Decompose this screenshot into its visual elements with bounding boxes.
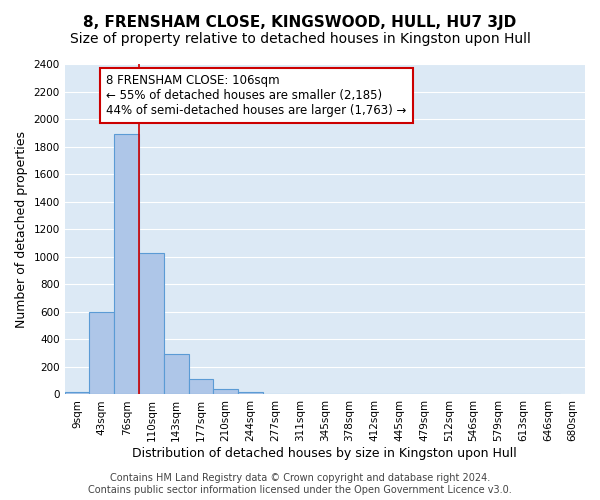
Bar xyxy=(238,392,263,394)
Text: Size of property relative to detached houses in Kingston upon Hull: Size of property relative to detached ho… xyxy=(70,32,530,46)
Text: Contains HM Land Registry data © Crown copyright and database right 2024.
Contai: Contains HM Land Registry data © Crown c… xyxy=(88,474,512,495)
Bar xyxy=(139,252,164,394)
Y-axis label: Number of detached properties: Number of detached properties xyxy=(15,130,28,328)
Bar xyxy=(214,389,238,394)
Bar xyxy=(188,380,214,394)
Bar xyxy=(65,392,89,394)
X-axis label: Distribution of detached houses by size in Kingston upon Hull: Distribution of detached houses by size … xyxy=(133,447,517,460)
Bar xyxy=(114,134,139,394)
Bar xyxy=(89,312,114,394)
Bar xyxy=(164,354,188,395)
Text: 8, FRENSHAM CLOSE, KINGSWOOD, HULL, HU7 3JD: 8, FRENSHAM CLOSE, KINGSWOOD, HULL, HU7 … xyxy=(83,15,517,30)
Text: 8 FRENSHAM CLOSE: 106sqm
← 55% of detached houses are smaller (2,185)
44% of sem: 8 FRENSHAM CLOSE: 106sqm ← 55% of detach… xyxy=(106,74,407,117)
